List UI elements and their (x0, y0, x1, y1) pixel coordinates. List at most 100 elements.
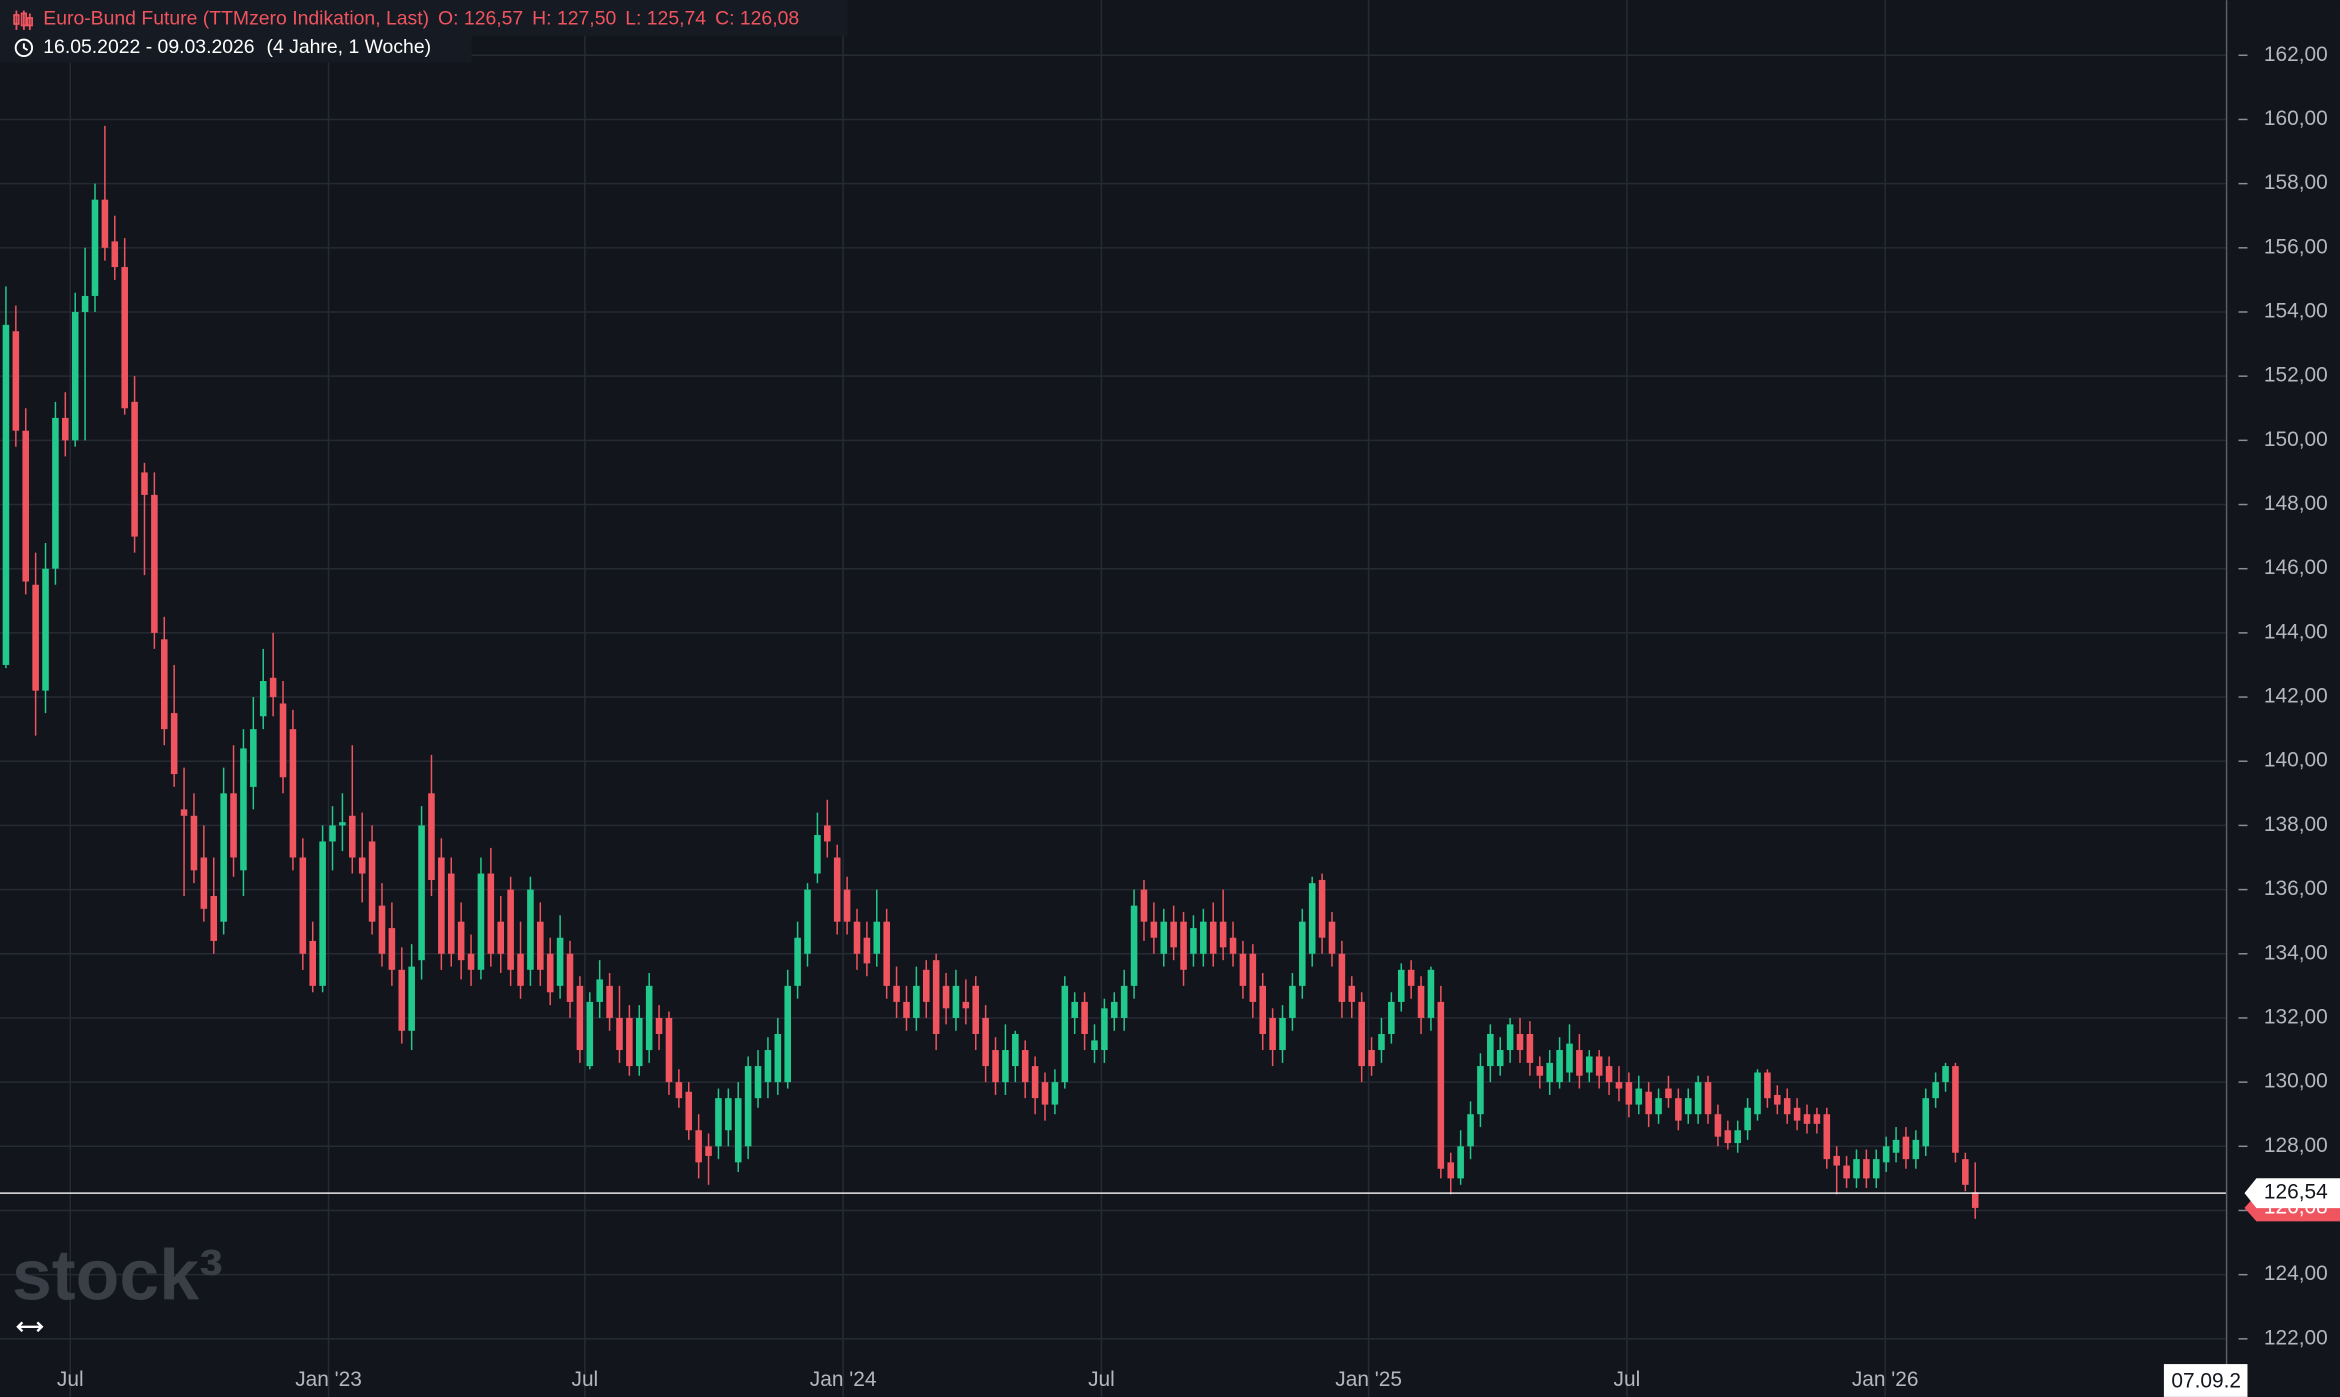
candle-body (1952, 1066, 1959, 1153)
candle-body (170, 713, 178, 775)
candle-body (1130, 905, 1138, 986)
candle-body (932, 960, 940, 1034)
candle-body (576, 985, 584, 1051)
candle-body (1774, 1094, 1781, 1105)
candle-body (32, 584, 39, 691)
candle-body (1091, 1040, 1098, 1051)
candle-body (1764, 1072, 1771, 1099)
candle-body (1328, 921, 1336, 954)
candle-body (240, 748, 247, 871)
candle-body (62, 417, 69, 441)
candle-body (1625, 1082, 1633, 1105)
candle-body (151, 494, 158, 633)
candle-body (299, 857, 307, 954)
candle-body (774, 1033, 782, 1083)
candle-body (695, 1130, 702, 1163)
cursor-date: 07.09.2 (2171, 1370, 2241, 1393)
candle-body (2, 324, 10, 665)
candle-body (210, 896, 218, 941)
candle-body (269, 677, 277, 698)
candle-body (992, 1050, 999, 1083)
candles (0, 125, 2248, 1219)
candle-body (645, 985, 653, 1051)
candle-body (1031, 1066, 1039, 1099)
candle-body (1061, 985, 1069, 1083)
candle-body (1170, 921, 1177, 948)
candle-body (1417, 985, 1425, 1018)
candle-body (1249, 953, 1257, 1002)
candle-body (497, 921, 505, 954)
y-tick-label: 156,00 (2264, 235, 2328, 258)
y-tick-label: 142,00 (2264, 685, 2328, 708)
x-tick-label: Jan '23 (295, 1368, 362, 1391)
clock-icon (14, 38, 34, 58)
candle-icon (13, 10, 33, 30)
candle-body (626, 1017, 633, 1067)
candle-body (358, 857, 366, 874)
candle-body (1942, 1066, 1949, 1083)
candle-body (190, 815, 198, 871)
candle-body (784, 985, 791, 1083)
y-tick-label: 160,00 (2264, 107, 2328, 130)
candle-body (1734, 1130, 1742, 1144)
candle-body (1110, 1001, 1118, 1018)
ohlc-label: L: 125,74 (625, 8, 706, 30)
candle-body (1140, 889, 1148, 922)
candle-body (200, 857, 208, 909)
candle-body (833, 857, 841, 922)
candle-body (1279, 1017, 1286, 1051)
candle-body (814, 835, 821, 874)
candle-body (1269, 1017, 1276, 1051)
candle-body (1051, 1082, 1059, 1105)
candle-body (744, 1066, 752, 1147)
candle-body (962, 1001, 970, 1009)
candle-body (952, 985, 960, 1018)
candle-body (1922, 1098, 1930, 1147)
candle-body (1872, 1159, 1880, 1179)
y-tick-label: 122,00 (2264, 1326, 2328, 1349)
candle-body (893, 985, 900, 1002)
candle-body (1536, 1066, 1544, 1076)
candle-body (1605, 1066, 1613, 1083)
candle-body (1853, 1159, 1860, 1179)
candle-body (1803, 1114, 1811, 1124)
y-tick-label: 134,00 (2264, 941, 2328, 964)
candle-body (853, 921, 861, 954)
candle-body (447, 873, 455, 954)
candle-body (388, 928, 396, 970)
y-tick-label: 132,00 (2264, 1005, 2328, 1028)
candle-body (1684, 1098, 1692, 1115)
candle-body (1041, 1082, 1049, 1105)
axes: 122,00124,00126,00128,00130,00132,00134,… (57, 43, 2340, 1397)
candle-body (408, 966, 415, 1031)
candle-body (1833, 1155, 1840, 1166)
candle-body (1447, 1162, 1455, 1179)
candle-body (1694, 1082, 1702, 1115)
pan-icon (16, 1321, 44, 1333)
candle-body (1615, 1082, 1623, 1089)
candle-body (1635, 1088, 1643, 1105)
candle-body (378, 905, 386, 954)
candle-body (1704, 1082, 1712, 1115)
candle-body (1546, 1062, 1553, 1083)
candle-body (1813, 1114, 1821, 1124)
candle-body (725, 1098, 732, 1131)
candle-body (1299, 921, 1306, 986)
candle-body (982, 1017, 989, 1067)
header-line: Euro-Bund Future (TTMzero Indikation, La… (43, 8, 799, 30)
candle-body (1457, 1146, 1464, 1179)
candle-body (1556, 1050, 1563, 1083)
candle-body (1437, 1001, 1445, 1169)
candle-body (1200, 921, 1207, 954)
candle-body (250, 729, 257, 787)
last-price-tag (2244, 1178, 2340, 1209)
candle-body (754, 1066, 762, 1099)
candle-body (1002, 1050, 1009, 1083)
candle-body (1506, 1024, 1514, 1051)
candle-body (635, 1017, 643, 1067)
candle-body (1595, 1056, 1603, 1076)
candle-body (91, 199, 99, 296)
